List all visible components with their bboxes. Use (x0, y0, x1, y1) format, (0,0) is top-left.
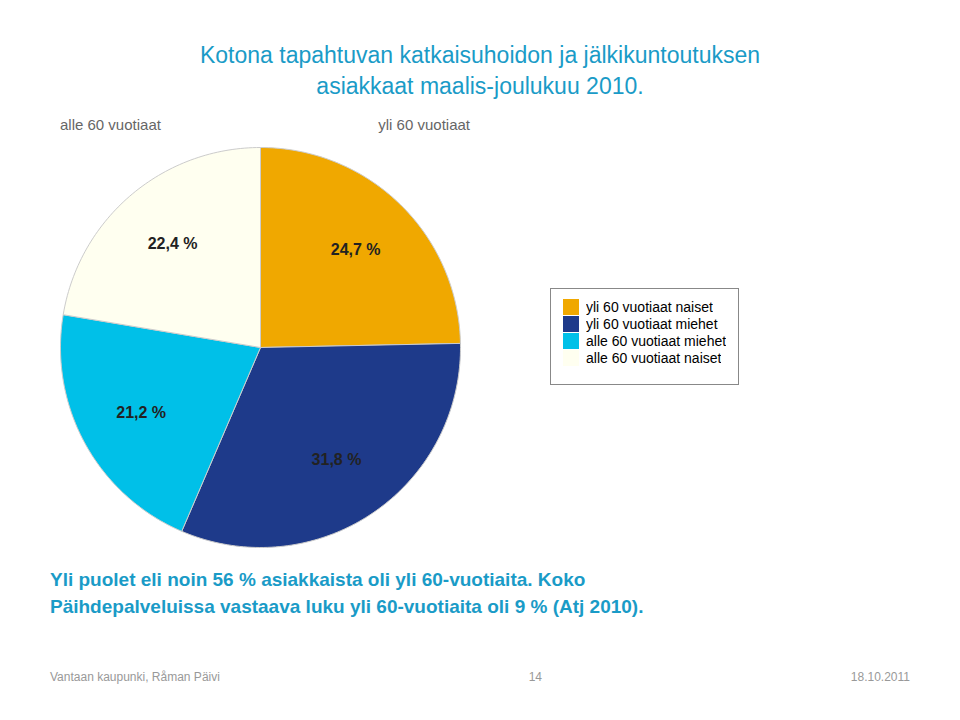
html-text:alle 60 vuotiaat: alle 60 vuotiaat (60, 116, 161, 134)
svg-text:21,2 %: 21,2 % (116, 404, 166, 421)
html-text:Vantaan kaupunki, Råman Päivi: Vantaan kaupunki, Råman Päivi (50, 670, 220, 684)
html-text:alle 60 vuotiaat naiset: alle 60 vuotiaat naiset (586, 350, 722, 367)
html-text:Kotona tapahtuvan katkaisuhoid: Kotona tapahtuvan katkaisuhoidon ja jälk… (200, 42, 760, 99)
svg-text:31,8 %: 31,8 % (312, 451, 362, 468)
html-text:yli 60 vuotiaat naiset: yli 60 vuotiaat naiset (586, 299, 713, 316)
html-text:alle 60 vuotiaat miehet: alle 60 vuotiaat miehet (586, 333, 727, 350)
html-text:Yli puolet eli noin 56 % asiak: Yli puolet eli noin 56 % asiakkaista oli… (50, 569, 586, 591)
svg-text:22,4 %: 22,4 % (148, 235, 198, 252)
html-text:yli 60 vuotiaat miehet: yli 60 vuotiaat miehet (586, 316, 718, 333)
html-text:14: 14 (528, 670, 542, 684)
svg-text:24,7 %: 24,7 % (331, 242, 381, 259)
html-text:Päihdepalveluissa vastaava luk: Päihdepalveluissa vastaava luku yli 60-v… (50, 595, 644, 617)
html-text:18.10.2011: 18.10.2011 (850, 670, 910, 684)
html-text:yli 60 vuotiaat: yli 60 vuotiaat (378, 116, 470, 134)
